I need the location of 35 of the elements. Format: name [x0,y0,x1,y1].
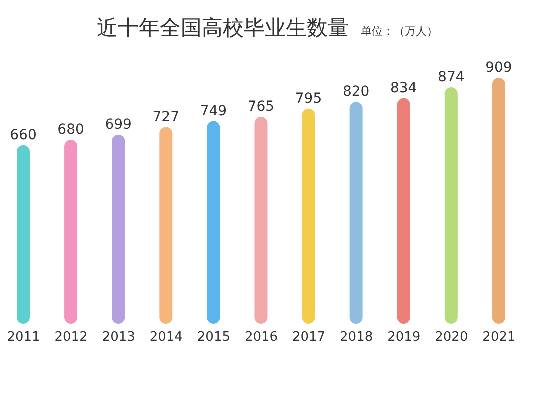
chart-subtitle: 单位：（万人） [361,25,438,38]
data-label: 765 [248,98,275,115]
x-tick-label: 2014 [150,330,183,346]
x-tick-label: 2011 [7,330,40,346]
x-tick-label: 2015 [197,330,230,346]
x-tick-label: 2013 [102,330,136,346]
bar [397,98,410,324]
bar [302,108,316,324]
bar [350,102,363,324]
data-label: 699 [105,116,132,133]
bar [64,140,78,324]
x-tick-label: 2017 [292,330,326,346]
data-label: 820 [342,84,370,100]
data-label: 680 [58,122,84,138]
bar [160,127,173,324]
data-label: 834 [390,80,418,96]
bar [207,121,220,324]
data-label: 874 [438,69,465,86]
bar [112,134,126,324]
bar [492,78,506,324]
bar [254,116,268,324]
data-label: 795 [295,90,322,107]
data-label: 909 [486,60,512,76]
x-tick-label: 2020 [435,330,468,346]
data-label: 749 [200,103,228,120]
data-label: 660 [10,127,37,144]
bar [17,145,30,324]
chart-title: 近十年全国高校毕业生数量 [97,16,349,40]
x-tick-label: 2021 [482,330,516,346]
x-tick-label: 2019 [388,330,421,346]
bar [444,87,458,324]
x-tick-label: 2012 [54,330,88,346]
x-tick-label: 2018 [340,330,374,346]
x-tick-label: 2016 [244,330,278,346]
data-label: 727 [152,109,180,126]
